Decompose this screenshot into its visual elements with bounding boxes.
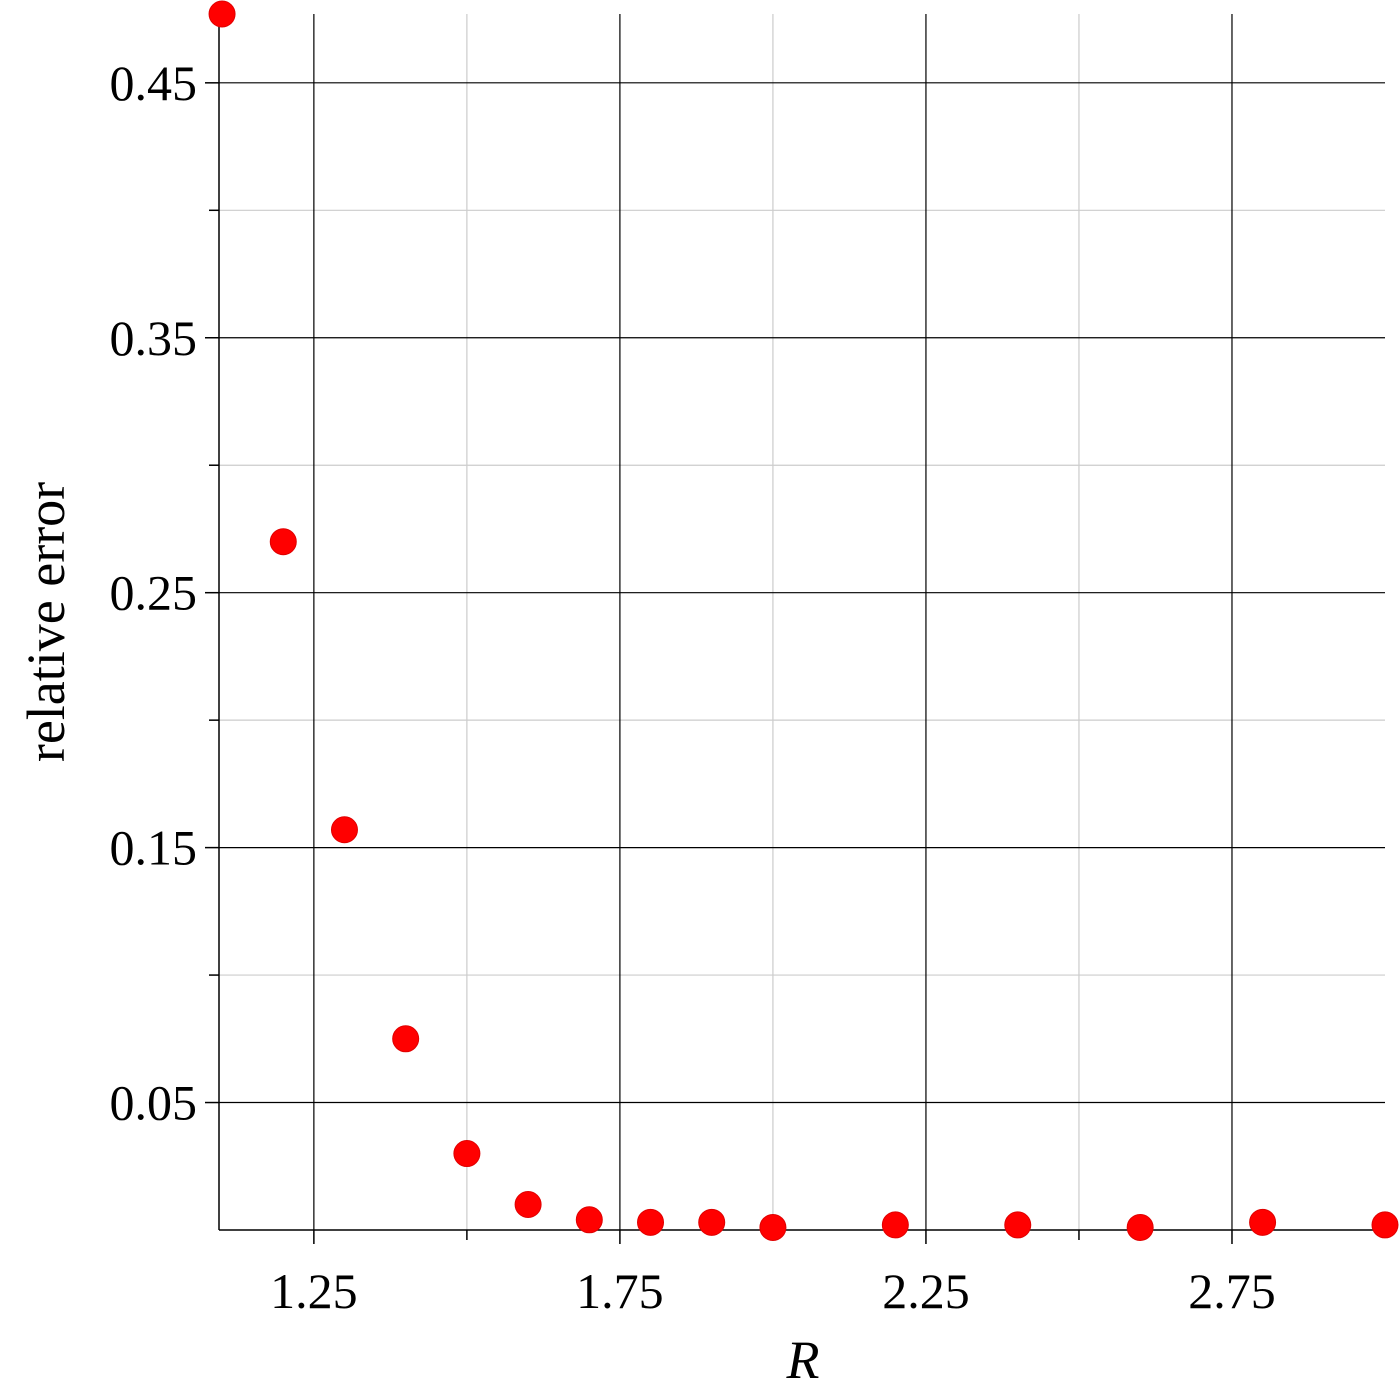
data-point <box>575 1206 603 1234</box>
data-point <box>453 1140 481 1168</box>
data-point <box>269 528 297 556</box>
x-tick-label: 2.25 <box>882 1263 970 1319</box>
data-point <box>1004 1211 1032 1239</box>
minor-grid <box>219 14 1385 1230</box>
y-tick-label: 0.05 <box>110 1075 198 1131</box>
y-tick-label: 0.15 <box>110 820 198 876</box>
major-grid <box>219 14 1385 1230</box>
tick-labels: 1.25 1.75 2.25 2.75 0.05 0.15 0.25 0.35 0.45 <box>110 55 1276 1319</box>
data-point <box>514 1191 542 1219</box>
y-tick-label: 0.45 <box>110 55 198 111</box>
x-tick-label: 1.75 <box>576 1263 664 1319</box>
y-tick-label: 0.25 <box>110 565 198 621</box>
data-point <box>208 0 236 28</box>
data-point <box>1249 1208 1277 1236</box>
data-point <box>881 1211 909 1239</box>
y-axis-title: relative error <box>16 482 76 762</box>
data-point <box>698 1208 726 1236</box>
data-point <box>1371 1211 1399 1239</box>
data-point <box>392 1025 420 1053</box>
x-tick-label: 1.25 <box>270 1263 358 1319</box>
y-tick-label: 0.35 <box>110 310 198 366</box>
data-points <box>208 0 1399 1241</box>
data-point <box>330 816 358 844</box>
x-tick-label: 2.75 <box>1188 1263 1276 1319</box>
data-point <box>637 1208 665 1236</box>
data-point <box>1126 1213 1154 1241</box>
x-axis-title: R <box>786 1330 820 1390</box>
data-point <box>759 1213 787 1241</box>
axes <box>205 14 1385 1244</box>
